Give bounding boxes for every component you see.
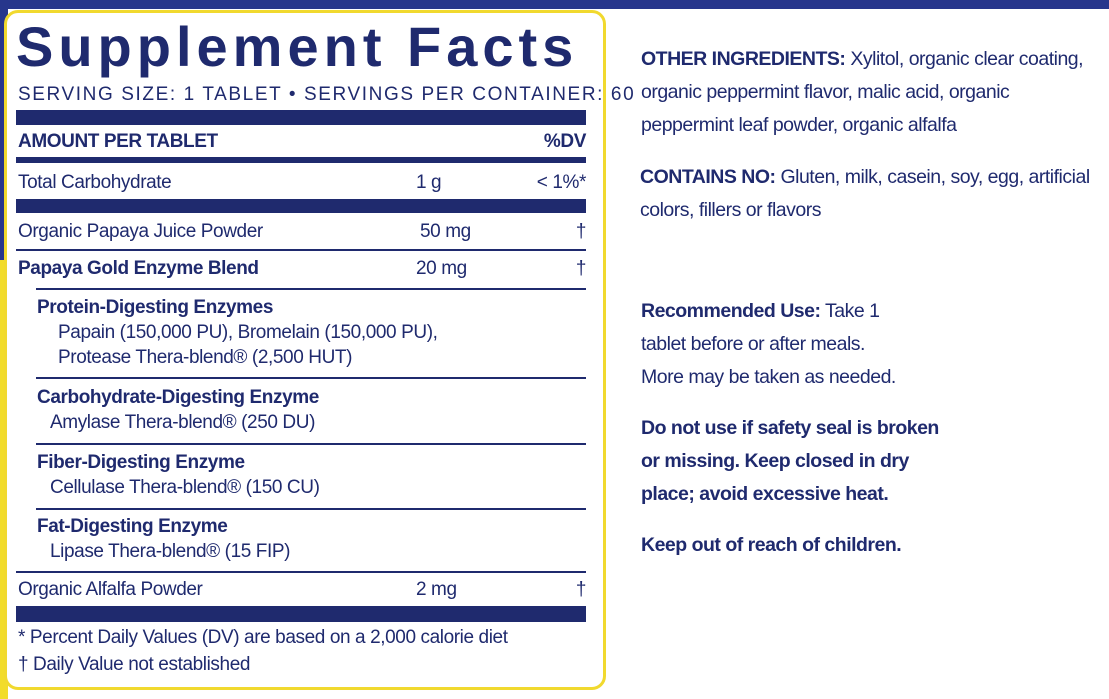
thin-divider: [36, 443, 586, 445]
row-amount: 2 mg: [416, 579, 457, 600]
other-ingredients-label: OTHER INGREDIENTS:: [641, 48, 846, 70]
other-ingredients: OTHER INGREDIENTS: Xylitol, organic clea…: [641, 43, 1084, 76]
medium-divider: [16, 157, 586, 163]
group-line: Protease Thera-blend® (2,500 HUT): [58, 347, 353, 368]
row-dv: †: [575, 579, 587, 600]
other-ingredients-line: organic peppermint flavor, malic acid, o…: [641, 81, 1010, 103]
row-name: Total Carbohydrate: [18, 172, 172, 193]
recommended-use: Recommended Use: Take 1: [641, 295, 880, 328]
thick-divider: [16, 199, 586, 213]
other-ingredients-line: peppermint leaf powder, organic alfalfa: [641, 114, 957, 136]
warning-line: Do not use if safety seal is broken: [641, 417, 939, 439]
row-dv: †: [575, 221, 587, 242]
recommended-use-line: tablet before or after meals.: [641, 333, 865, 355]
group-title: Protein-Digesting Enzymes: [37, 297, 273, 318]
thin-divider: [36, 508, 586, 510]
contains-no-text: Gluten, milk, casein, soy, egg, artifici…: [775, 166, 1090, 188]
row-name: Papaya Gold Enzyme Blend: [18, 258, 259, 279]
contains-no-line: colors, fillers or flavors: [640, 199, 821, 221]
group-title: Fat-Digesting Enzyme: [37, 516, 228, 537]
children-warning: Keep out of reach of children.: [641, 534, 902, 556]
group-line: Lipase Thera-blend® (15 FIP): [50, 541, 291, 562]
thin-divider: [36, 377, 586, 379]
row-amount: 1 g: [416, 172, 442, 193]
contains-no-label: CONTAINS NO:: [640, 166, 776, 188]
footnote: † Daily Value not established: [18, 654, 251, 675]
group-line: Papain (150,000 PU), Bromelain (150,000 …: [58, 322, 438, 343]
group-line: Cellulase Thera-blend® (150 CU): [50, 477, 320, 498]
thin-divider: [36, 288, 586, 290]
row-dv: †: [575, 258, 587, 279]
header-dv: %DV: [543, 131, 586, 152]
warning-line: place; avoid excessive heat.: [641, 483, 889, 505]
thick-divider: [16, 606, 586, 622]
footnote: * Percent Daily Values (DV) are based on…: [18, 627, 508, 648]
group-line: Amylase Thera-blend® (250 DU): [50, 412, 315, 433]
row-amount: 20 mg: [416, 258, 467, 279]
recommended-use-text: Take 1: [820, 300, 880, 322]
row-name: Organic Alfalfa Powder: [18, 579, 203, 600]
row-dv: < 1%*: [536, 172, 587, 193]
serving-info: SERVING SIZE: 1 TABLET • SERVINGS PER CO…: [18, 84, 636, 105]
group-title: Fiber-Digesting Enzyme: [37, 452, 245, 473]
contains-no: CONTAINS NO: Gluten, milk, casein, soy, …: [640, 161, 1090, 194]
facts-title: Supplement Facts: [16, 15, 579, 78]
other-ingredients-text: Xylitol, organic clear coating,: [845, 48, 1084, 70]
top-color-band: [0, 0, 1109, 9]
warning-line: or missing. Keep closed in dry: [641, 450, 909, 472]
thin-divider: [16, 249, 586, 251]
row-amount: 50 mg: [420, 221, 471, 242]
row-name: Organic Papaya Juice Powder: [18, 221, 263, 242]
thin-divider: [16, 571, 586, 573]
header-amount: AMOUNT PER TABLET: [18, 131, 218, 152]
thick-divider: [16, 110, 586, 125]
group-title: Carbohydrate-Digesting Enzyme: [37, 387, 319, 408]
recommended-use-label: Recommended Use:: [641, 300, 821, 322]
recommended-use-line: More may be taken as needed.: [641, 366, 896, 388]
